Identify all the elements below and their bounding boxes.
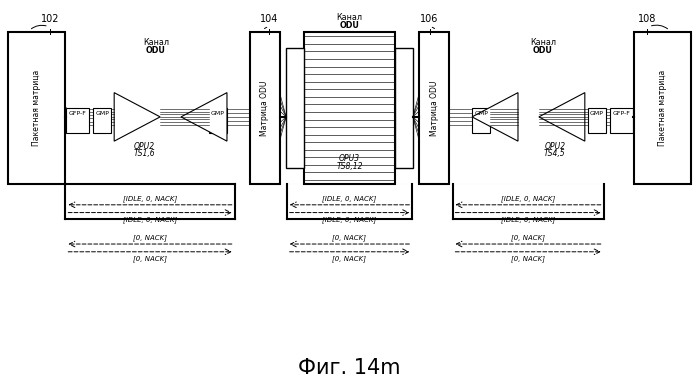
Bar xyxy=(250,32,280,184)
Polygon shape xyxy=(472,93,518,141)
Text: OPU2: OPU2 xyxy=(545,142,565,151)
Text: OPU3: OPU3 xyxy=(339,154,360,163)
Text: OPU2: OPU2 xyxy=(134,142,154,151)
Bar xyxy=(610,108,633,133)
Bar xyxy=(93,108,111,133)
Text: 104: 104 xyxy=(260,14,279,24)
Text: GFP-F: GFP-F xyxy=(612,111,630,115)
Bar xyxy=(8,32,66,184)
Text: Канал: Канал xyxy=(530,38,556,47)
Text: Канал: Канал xyxy=(336,13,363,22)
Text: ODU: ODU xyxy=(146,46,166,55)
Bar xyxy=(633,32,691,184)
Text: Матрица ODU: Матрица ODU xyxy=(430,81,438,136)
Text: [IDLE, 0, NACK]: [IDLE, 0, NACK] xyxy=(123,216,177,222)
Text: Пакетная матрица: Пакетная матрица xyxy=(32,70,41,146)
Bar xyxy=(286,48,304,168)
Text: ODU: ODU xyxy=(533,46,553,55)
Text: [0, NACK]: [0, NACK] xyxy=(511,234,545,241)
Text: [0, NACK]: [0, NACK] xyxy=(333,255,366,262)
Bar xyxy=(66,108,89,133)
Text: TS4,5: TS4,5 xyxy=(544,149,565,158)
Text: [IDLE, 0, NACK]: [IDLE, 0, NACK] xyxy=(322,195,377,202)
Text: GMP: GMP xyxy=(474,111,488,115)
Text: Канал: Канал xyxy=(143,38,169,47)
Text: 106: 106 xyxy=(420,14,439,24)
Bar xyxy=(419,32,449,184)
Text: [0, NACK]: [0, NACK] xyxy=(333,234,366,241)
Text: GMP: GMP xyxy=(211,111,225,115)
Text: TS8,12: TS8,12 xyxy=(336,162,363,171)
Text: 108: 108 xyxy=(638,14,656,24)
Text: GMP: GMP xyxy=(590,111,604,115)
Bar xyxy=(304,32,395,184)
Text: [IDLE, 0, NACK]: [IDLE, 0, NACK] xyxy=(501,195,555,202)
Bar xyxy=(472,108,490,133)
Text: [0, NACK]: [0, NACK] xyxy=(133,255,167,262)
Text: GMP: GMP xyxy=(95,111,109,115)
Text: Фиг. 14m: Фиг. 14m xyxy=(298,358,401,378)
Text: [IDLE, 0, NACK]: [IDLE, 0, NACK] xyxy=(322,216,377,222)
Polygon shape xyxy=(181,93,227,141)
Polygon shape xyxy=(114,93,160,141)
Bar xyxy=(209,108,227,133)
Text: [IDLE, 0, NACK]: [IDLE, 0, NACK] xyxy=(123,195,177,202)
Text: [IDLE, 0, NACK]: [IDLE, 0, NACK] xyxy=(501,216,555,222)
Polygon shape xyxy=(539,93,585,141)
Text: ODU: ODU xyxy=(340,22,359,30)
Text: [0, NACK]: [0, NACK] xyxy=(511,255,545,262)
Text: 102: 102 xyxy=(41,14,59,24)
Text: Матрица ODU: Матрица ODU xyxy=(261,81,269,136)
Text: GFP-F: GFP-F xyxy=(69,111,87,115)
Text: [0, NACK]: [0, NACK] xyxy=(133,234,167,241)
Bar xyxy=(588,108,606,133)
Text: TS1,6: TS1,6 xyxy=(134,149,155,158)
Bar xyxy=(395,48,413,168)
Text: Пакетная матрица: Пакетная матрица xyxy=(658,70,667,146)
